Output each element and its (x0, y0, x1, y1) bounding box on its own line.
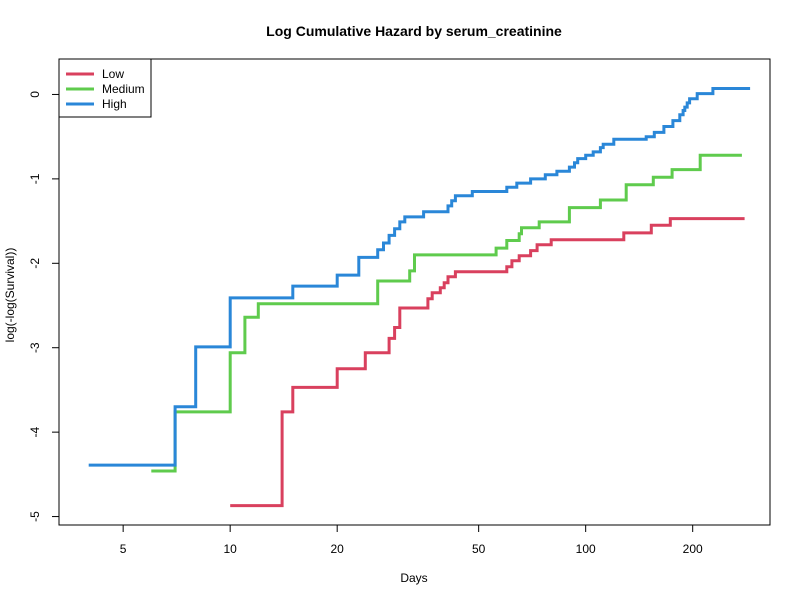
series-line-low (230, 217, 745, 508)
legend-label-low: Low (102, 67, 124, 81)
y-tick-label: -2 (28, 258, 42, 269)
x-tick-label: 10 (223, 542, 237, 556)
x-tick-label: 100 (576, 542, 596, 556)
y-tick-label: -5 (28, 511, 42, 522)
series-line-medium (151, 153, 742, 473)
legend-label-medium: Medium (102, 82, 145, 96)
x-tick-label: 5 (120, 542, 127, 556)
chart-title: Log Cumulative Hazard by serum_creatinin… (266, 23, 562, 39)
x-tick-label: 50 (472, 542, 486, 556)
legend-label-high: High (102, 97, 127, 111)
x-axis: 5 10 20 50 100 200 (120, 525, 703, 556)
y-tick-label: -1 (28, 173, 42, 184)
x-axis-label: Days (400, 571, 427, 585)
x-tick-label: 200 (683, 542, 703, 556)
series-lines (88, 87, 751, 508)
plot-frame (58, 58, 771, 526)
y-tick-label: 0 (28, 91, 42, 98)
y-tick-label: -4 (28, 426, 42, 437)
y-tick-label: -3 (28, 342, 42, 353)
x-tick-label: 20 (331, 542, 345, 556)
y-axis: -5 -4 -3 -2 -1 0 (28, 91, 59, 522)
series-line-high (88, 87, 751, 467)
y-axis-label: log(-log(Survival)) (3, 248, 17, 343)
